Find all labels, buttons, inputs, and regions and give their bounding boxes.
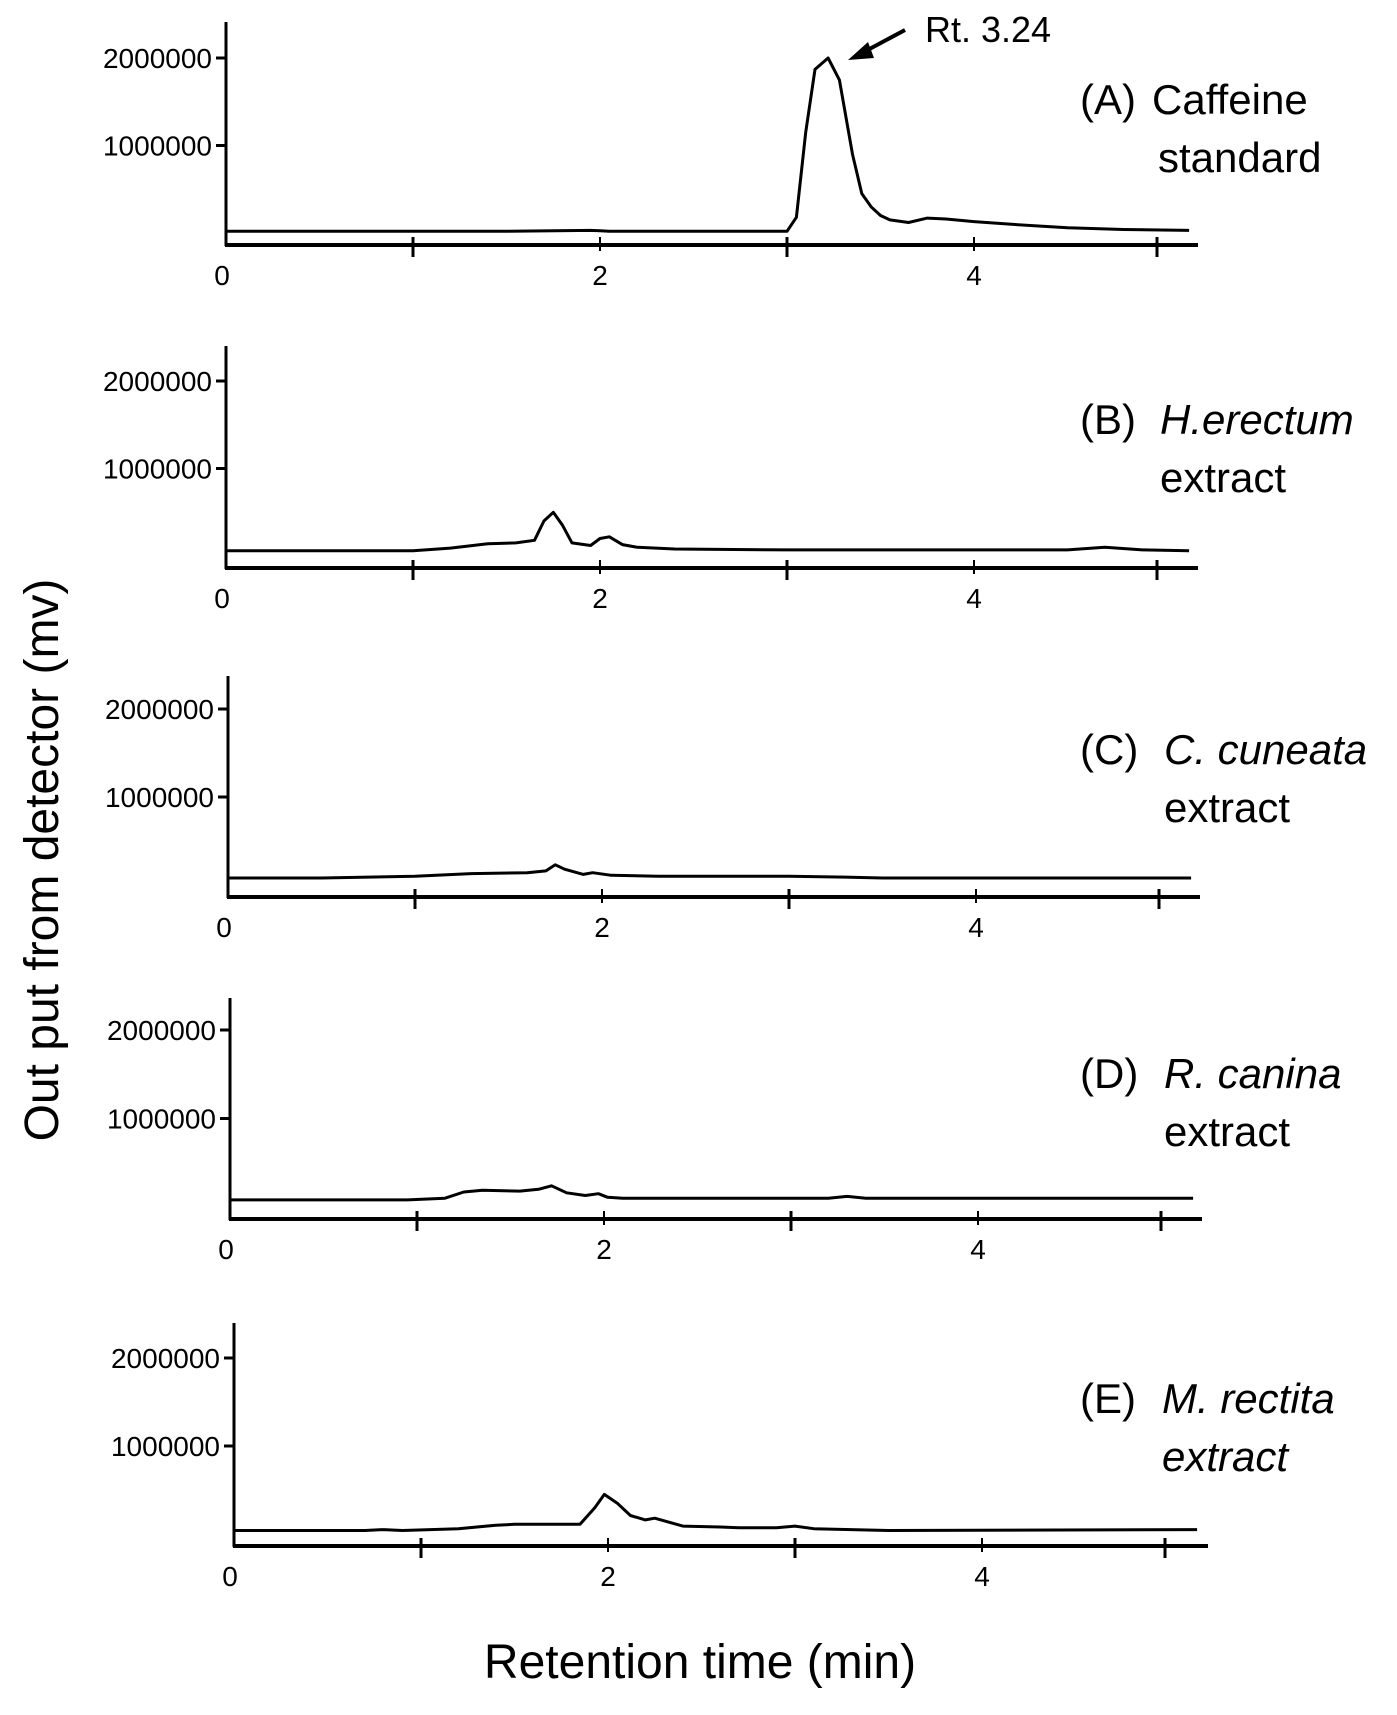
panel-d-trace bbox=[230, 1184, 1194, 1202]
panel-b-label-prefix: (B) bbox=[1080, 396, 1136, 443]
panel-e-label-prefix: (E) bbox=[1080, 1375, 1136, 1422]
panel-d-x-tick-label: 0 bbox=[218, 1234, 234, 1265]
panel-a-y-tick-label: 2000000 bbox=[103, 43, 212, 74]
panel-b-label-name: H.erectum bbox=[1160, 396, 1354, 443]
panel-a-label-line2: standard bbox=[1158, 134, 1321, 181]
panel-e-x-tick-label: 0 bbox=[222, 1561, 238, 1592]
panel-c-y-tick-label: 1000000 bbox=[105, 782, 214, 813]
panel-a-label-prefix: (A) bbox=[1080, 76, 1136, 123]
panel-c-x-tick-label: 4 bbox=[968, 912, 984, 943]
panel-e-label-line2: extract bbox=[1162, 1433, 1290, 1480]
panel-a-annotation-arrow-head bbox=[848, 42, 874, 60]
panel-d-x-tick-label: 4 bbox=[970, 1234, 986, 1265]
panel-c-label-name: C. cuneata bbox=[1164, 726, 1367, 773]
panel-e-y-tick-label: 2000000 bbox=[111, 1343, 220, 1374]
panel-c-y-tick-label: 2000000 bbox=[105, 694, 214, 725]
panel-c-x-tick-label: 0 bbox=[216, 912, 232, 943]
y-axis-title: Out put from detector (mv) bbox=[16, 579, 69, 1142]
panel-e-x-tick-label: 2 bbox=[600, 1561, 616, 1592]
panel-a-x-tick-label: 0 bbox=[214, 260, 230, 291]
x-axis-title: Retention time (min) bbox=[484, 1636, 916, 1689]
panel-b-x-tick-label: 2 bbox=[592, 583, 608, 614]
panel-b-y-tick-label: 1000000 bbox=[103, 454, 212, 485]
panel-b-trace bbox=[226, 510, 1190, 553]
panel-a-x-tick-label: 2 bbox=[592, 260, 608, 291]
panel-c-label-prefix: (C) bbox=[1080, 726, 1138, 773]
panel-b-label-line2: extract bbox=[1160, 454, 1286, 501]
panel-e-x-tick-label: 4 bbox=[974, 1561, 990, 1592]
panel-d-label-prefix: (D) bbox=[1080, 1050, 1138, 1097]
panel-a-annotation-label: Rt. 3.24 bbox=[925, 9, 1051, 50]
panel-b-x-tick-label: 0 bbox=[214, 583, 230, 614]
panel-a-x-tick-label: 4 bbox=[966, 260, 982, 291]
panel-d-y-tick-label: 1000000 bbox=[107, 1104, 216, 1135]
panel-c-trace bbox=[228, 863, 1192, 880]
panel-d-label-line2: extract bbox=[1164, 1108, 1290, 1155]
panel-e-y-tick-label: 1000000 bbox=[111, 1431, 220, 1462]
panel-d-label-name: R. canina bbox=[1164, 1050, 1341, 1097]
panel-a-y-tick-label: 1000000 bbox=[103, 131, 212, 162]
panel-a-label-name: Caffeine bbox=[1152, 76, 1308, 123]
panel-e-trace bbox=[234, 1492, 1198, 1532]
panel-b-x-tick-label: 4 bbox=[966, 583, 982, 614]
panel-a-trace bbox=[226, 56, 1190, 233]
panel-e-label-name: M. rectita bbox=[1162, 1375, 1335, 1422]
panel-c-label-line2: extract bbox=[1164, 784, 1290, 831]
panel-b-y-tick-label: 2000000 bbox=[103, 366, 212, 397]
panel-d-y-tick-label: 2000000 bbox=[107, 1015, 216, 1046]
panel-d-x-tick-label: 2 bbox=[596, 1234, 612, 1265]
panel-c-x-tick-label: 2 bbox=[594, 912, 610, 943]
